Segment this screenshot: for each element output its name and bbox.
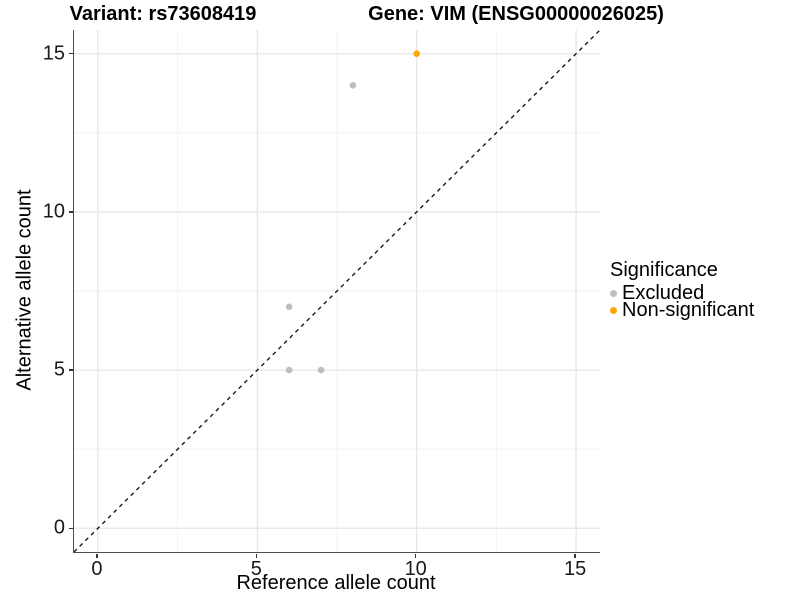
data-point-excluded (285, 303, 293, 311)
y-axis-tick-label: 15 (42, 42, 65, 65)
x-axis-tick-label: 5 (250, 558, 262, 580)
identity-line (74, 30, 600, 552)
x-axis-tick-mark (574, 553, 576, 558)
non-significant-dot-icon (610, 307, 617, 314)
data-point-excluded (349, 82, 357, 89)
legend-item-label: Excluded (622, 282, 705, 304)
legend-title: Significance (610, 259, 718, 281)
gene-title: Gene: VIM (ENSG00000026025) (368, 3, 664, 25)
y-axis-tick-label: 5 (53, 358, 65, 381)
y-axis-tick-mark (69, 52, 73, 55)
data-point-excluded (285, 366, 293, 374)
plot-panel (73, 30, 600, 553)
x-axis-title: Reference allele count (236, 572, 436, 594)
x-axis-tick-mark (255, 553, 258, 558)
legend-item-excluded: Excluded (610, 282, 754, 304)
variant-title: Variant: rs73608419 (69, 3, 257, 25)
y-axis-tick-mark (69, 369, 73, 371)
y-axis-tick-label: 0 (53, 516, 65, 539)
scatter-plot-canvas (74, 30, 600, 552)
x-axis-tick-label: 10 (404, 558, 427, 580)
y-axis-tick-mark (69, 211, 73, 213)
y-axis-tick-mark (69, 527, 73, 530)
legend-item-label: Non-significant (622, 299, 755, 321)
legend: Significance Excluded Non-significant (610, 259, 755, 321)
x-axis-tick-label: 0 (91, 558, 103, 580)
x-axis-tick-mark (414, 553, 417, 558)
data-point-non-significant (413, 50, 420, 58)
x-axis-tick-mark (96, 553, 98, 558)
legend-item-non-significant: Non-significant (610, 299, 755, 321)
excluded-dot-icon (610, 290, 617, 297)
data-point-excluded (317, 366, 325, 374)
y-axis-tick-label: 10 (42, 200, 65, 223)
x-axis-tick-label: 15 (563, 558, 587, 580)
